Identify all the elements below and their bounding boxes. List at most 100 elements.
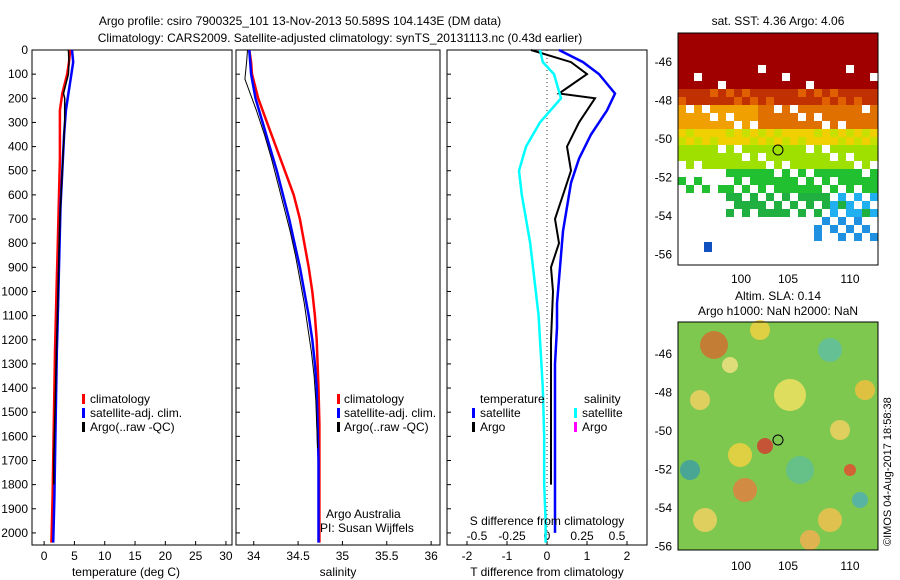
sst-cell (726, 73, 734, 81)
sst-cell (846, 41, 854, 49)
sst-cell (862, 57, 870, 65)
sst-cell (790, 113, 798, 121)
sst-cell (734, 201, 742, 209)
sst-cell (790, 161, 798, 169)
sst-cell (734, 129, 742, 137)
sst-cell (678, 89, 686, 97)
legend-swatch-sal-satellite (574, 408, 577, 418)
sst-cell (822, 153, 830, 161)
sst-cell (782, 97, 790, 105)
sst-cell (782, 33, 790, 41)
sst-cell (846, 73, 854, 81)
sst-cell (718, 49, 726, 57)
t-diff-tick-label: 2 (624, 549, 631, 563)
depth-tick-label: 600 (8, 188, 28, 202)
sst-cell (838, 89, 846, 97)
sst-cell (710, 121, 718, 129)
sst-cell (774, 161, 782, 169)
latitude-label: -56 (655, 248, 673, 262)
sst-cell (822, 89, 830, 97)
sst-cell (742, 33, 750, 41)
temperature-panel: 0100200300400500600700800900100011001200… (1, 43, 451, 579)
sst-cell (766, 113, 774, 121)
credit-argo-australia: Argo Australia (326, 507, 401, 521)
sst-cell (846, 97, 854, 105)
sst-cell (718, 41, 726, 49)
sst-cell (726, 33, 734, 41)
sst-cell (854, 193, 862, 201)
sst-cell (822, 217, 830, 225)
sst-cell (814, 81, 822, 89)
sst-cell (702, 137, 710, 145)
climatology-line (248, 49, 321, 543)
sst-cell (702, 185, 710, 193)
sst-cell (846, 185, 854, 193)
sst-cell (822, 73, 830, 81)
depth-tick-label: 1600 (1, 429, 28, 443)
latitude-label: -54 (655, 209, 673, 223)
sst-cell (702, 129, 710, 137)
temperature-axes-frame (31, 49, 233, 546)
sst-cell (870, 153, 878, 161)
sst-cell (734, 81, 742, 89)
sst-cell (742, 201, 750, 209)
sst-cell (726, 169, 734, 177)
sst-cell (694, 129, 702, 137)
sst-title: sat. SST: 4.36 Argo: 4.06 (712, 14, 845, 28)
sst-cell (710, 145, 718, 153)
sst-cell (758, 121, 766, 129)
sst-cell (830, 129, 838, 137)
sst-cell (734, 97, 742, 105)
sst-cell (694, 89, 702, 97)
sst-cell (742, 145, 750, 153)
sst-cell (782, 177, 790, 185)
sst-cell (702, 89, 710, 97)
sst-cell (798, 41, 806, 49)
sst-cell (678, 57, 686, 65)
sst-cell (806, 97, 814, 105)
legend-title-salinity: salinity (584, 392, 621, 406)
temperature-tick-label: 25 (189, 549, 203, 563)
sst-cell (790, 57, 798, 65)
sst-cell (870, 41, 878, 49)
sst-cell (686, 161, 694, 169)
t-diff-tick-label: 1 (584, 549, 591, 563)
sst-cell (686, 73, 694, 81)
sst-cell (718, 105, 726, 113)
sst-cell (742, 161, 750, 169)
sst-cell (702, 65, 710, 73)
sst-cell (766, 105, 774, 113)
sla-anomaly (722, 357, 738, 373)
sst-cell (766, 97, 774, 105)
sst-cell (726, 153, 734, 161)
sst-cell (814, 33, 822, 41)
sst-cell (758, 137, 766, 145)
sst-cell (766, 121, 774, 129)
sst-cell (726, 97, 734, 105)
latitude-label: -48 (655, 386, 673, 400)
sst-cell (862, 161, 870, 169)
sst-cell (870, 57, 878, 65)
depth-tick-label: 1200 (1, 333, 28, 347)
depth-tick-label: 900 (8, 260, 28, 274)
sst-cell (798, 97, 806, 105)
sst-cell (814, 233, 822, 241)
sst-cell (846, 161, 854, 169)
sst-cell (814, 161, 822, 169)
depth-tick-label: 100 (8, 67, 28, 81)
sst-cell (742, 49, 750, 57)
sst-cell (806, 41, 814, 49)
sst-cell (790, 97, 798, 105)
sst-cell (830, 41, 838, 49)
sst-cell (718, 65, 726, 73)
sla-title-2: Argo h1000: NaN h2000: NaN (698, 304, 858, 318)
sst-cell (750, 161, 758, 169)
salinity-axes-frame (235, 49, 441, 546)
sst-cell (846, 177, 854, 185)
sst-cell (766, 33, 774, 41)
sst-cell (702, 49, 710, 57)
sst-cell (870, 233, 878, 241)
sst-cell (782, 49, 790, 57)
sst-cell (750, 41, 758, 49)
